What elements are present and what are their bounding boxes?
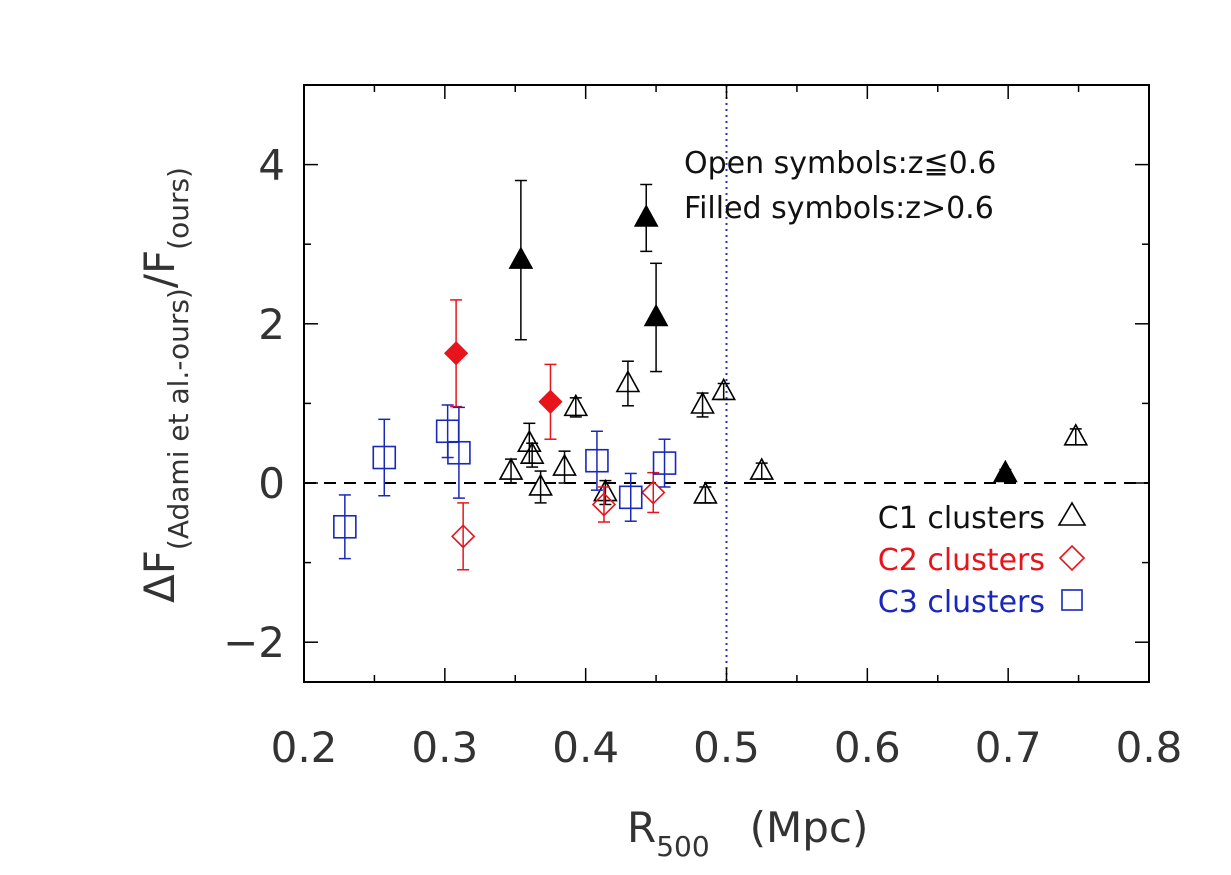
c1-point: [498, 457, 524, 484]
x-axis-label-sub: 500: [656, 830, 709, 863]
annotation-filled-symbols: Filled symbols:z>0.6: [684, 191, 994, 226]
c1-point: [992, 459, 1018, 483]
c2-point: [538, 363, 563, 440]
series-c2: [443, 299, 666, 571]
c3-point: [585, 430, 609, 491]
y-tick-label: −2: [223, 618, 285, 667]
c3-marker: [585, 448, 609, 473]
legend-label-c3: C3 clusters: [878, 585, 1045, 620]
x-axis-label-main: R: [627, 803, 656, 852]
c3-point: [447, 406, 471, 499]
c1-marker: [498, 457, 524, 480]
y-axis-label: ΔF(Adami et al.-ours)/F(ours): [135, 167, 195, 603]
c3-point: [372, 418, 397, 497]
legend-marker-diamond: [1058, 544, 1086, 572]
y-axis-label-slash: /F: [135, 250, 184, 288]
c1-point: [749, 457, 775, 480]
c1-point: [1063, 423, 1089, 446]
c2-marker: [641, 480, 666, 505]
c1-point: [528, 470, 553, 504]
c1-marker: [633, 204, 659, 227]
c1-marker: [615, 369, 641, 393]
c1-marker: [690, 391, 715, 414]
legend: C1 clusters C2 clusters C3 clusters: [878, 501, 1087, 620]
series-c3: [333, 404, 677, 560]
c1-marker: [528, 473, 553, 496]
legend-label-c2: C2 clusters: [878, 543, 1045, 578]
c3-marker: [372, 445, 397, 470]
x-tick-label: 0.2: [271, 723, 338, 772]
c1-marker: [711, 377, 737, 401]
c3-point: [652, 438, 677, 488]
c1-point: [711, 377, 737, 401]
reference-lines: [304, 85, 1149, 682]
legend-label-c1: C1 clusters: [878, 501, 1045, 536]
c1-point: [633, 183, 659, 253]
c1-marker: [508, 246, 534, 269]
c1-point: [563, 393, 589, 418]
y-tick-label: 4: [258, 141, 285, 190]
c2-point: [591, 486, 617, 523]
c2-point: [443, 299, 469, 408]
axes-layer: 0.2 0.3 0.4 0.5 0.6 0.7 0.8 −2 0 2 4: [223, 84, 1183, 772]
x-axis-label: R500 (Mpc): [627, 803, 868, 863]
c2-marker: [538, 389, 563, 414]
y-axis-label-sub2: (ours): [162, 167, 195, 250]
c2-point: [641, 471, 666, 514]
x-tick-label: 0.5: [693, 723, 760, 772]
data-layer: [333, 179, 1089, 571]
c1-point: [552, 450, 577, 484]
c3-marker: [333, 514, 357, 539]
c1-point: [643, 262, 669, 373]
x-tick-label: 0.7: [975, 723, 1042, 772]
legend-marker-square: [1061, 589, 1083, 611]
y-tick-label: 0: [258, 459, 285, 508]
c3-point: [333, 494, 357, 560]
c1-point: [615, 360, 641, 407]
c1-marker: [552, 453, 577, 476]
y-axis-label-main: ΔF: [135, 550, 184, 603]
y-axis-label-sub: (Adami et al.-ours): [162, 288, 195, 550]
y-tick-label: 2: [258, 300, 285, 349]
x-axis-label-unit: (Mpc): [750, 803, 869, 852]
x-tick-label: 0.4: [552, 723, 619, 772]
c1-point: [593, 478, 618, 506]
c1-point: [693, 481, 718, 504]
c2-marker: [591, 492, 617, 517]
c2-marker: [443, 341, 469, 366]
c1-marker: [1063, 423, 1089, 446]
legend-marker-triangle: [1057, 501, 1087, 526]
c3-marker: [618, 485, 643, 510]
c1-marker: [519, 441, 545, 464]
c1-marker: [693, 481, 718, 504]
annotation-open-symbols: Open symbols:z≦0.6: [684, 146, 996, 181]
x-tick-label: 0.6: [834, 723, 901, 772]
c1-point: [519, 441, 545, 468]
c3-point: [618, 472, 643, 522]
c2-point: [451, 502, 476, 571]
c1-marker: [563, 393, 589, 417]
c1-point: [508, 179, 534, 341]
c1-marker: [749, 457, 775, 480]
x-tick-label: 0.8: [1116, 723, 1183, 772]
c1-marker: [516, 429, 542, 453]
series-c1: [498, 179, 1089, 506]
c1-point: [690, 391, 715, 418]
c1-marker: [643, 303, 669, 327]
c3-marker: [652, 451, 677, 475]
c1-marker: [992, 459, 1018, 483]
x-tick-label: 0.3: [411, 723, 478, 772]
c3-marker: [447, 440, 471, 465]
c2-marker: [451, 524, 476, 549]
